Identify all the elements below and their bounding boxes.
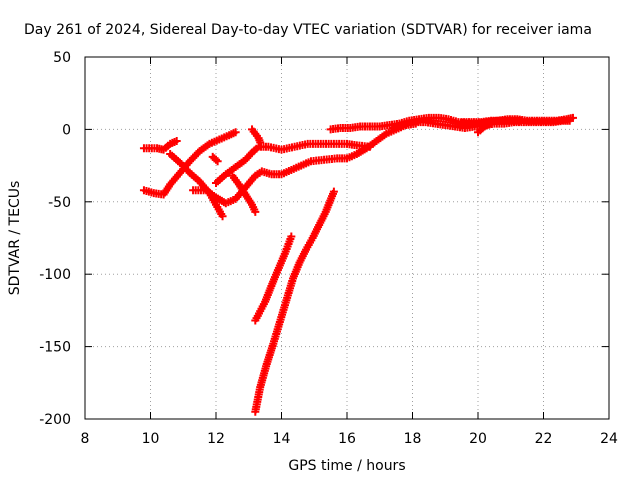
x-axis-tick-labels: 8 10 12 14 16 18 20 22 24: [81, 431, 618, 447]
data-point: [516, 116, 525, 125]
data-point: [256, 138, 265, 147]
y-tick-label: -100: [39, 267, 71, 283]
y-tick-label: 50: [53, 50, 71, 66]
series-arc-a: [139, 136, 181, 154]
x-tick-label: 20: [469, 431, 487, 447]
series-arc-c: [166, 150, 227, 221]
series-arc-d: [189, 119, 420, 208]
chart-title: Day 261 of 2024, Sidereal Day-to-day VTE…: [24, 22, 592, 38]
axis-ticks: [84, 56, 610, 420]
data-point: [287, 232, 296, 241]
series-arc-i: [251, 232, 296, 325]
y-axis-title: SDTVAR / TECUs: [7, 181, 23, 296]
data-point: [172, 136, 181, 145]
y-axis-tick-labels: -200 -150 -100 -50 0 50: [39, 50, 71, 428]
x-tick-label: 10: [142, 431, 160, 447]
grid-lines: [85, 57, 609, 419]
y-tick-label: -150: [39, 340, 71, 356]
x-tick-label: 14: [273, 431, 291, 447]
x-axis-title: GPS time / hours: [288, 458, 405, 474]
data-points: [139, 113, 577, 416]
data-point: [231, 128, 240, 137]
data-point: [212, 155, 220, 164]
series-arc-l: [388, 116, 574, 132]
data-point: [251, 207, 260, 216]
series-arc-j: [251, 187, 338, 416]
data-point: [329, 187, 338, 196]
y-tick-label: 0: [62, 122, 71, 138]
data-point: [565, 116, 574, 125]
x-tick-label: 22: [535, 431, 553, 447]
series-arc-e: [212, 139, 374, 187]
y-tick-label: -50: [48, 195, 71, 211]
x-tick-label: 8: [81, 431, 90, 447]
series-arc-h: [208, 152, 222, 166]
series-arc-g: [248, 125, 265, 147]
x-tick-label: 24: [600, 431, 618, 447]
y-tick-label: -200: [39, 412, 71, 428]
x-tick-label: 12: [207, 431, 225, 447]
x-tick-label: 16: [338, 431, 356, 447]
series-arc-f: [228, 171, 260, 216]
data-point: [218, 212, 227, 221]
data-point: [487, 119, 496, 128]
series-arc-b: [139, 128, 240, 199]
data-point: [365, 142, 374, 151]
series-arc-n: [474, 119, 496, 137]
x-tick-label: 18: [404, 431, 422, 447]
data-point: [213, 157, 222, 166]
